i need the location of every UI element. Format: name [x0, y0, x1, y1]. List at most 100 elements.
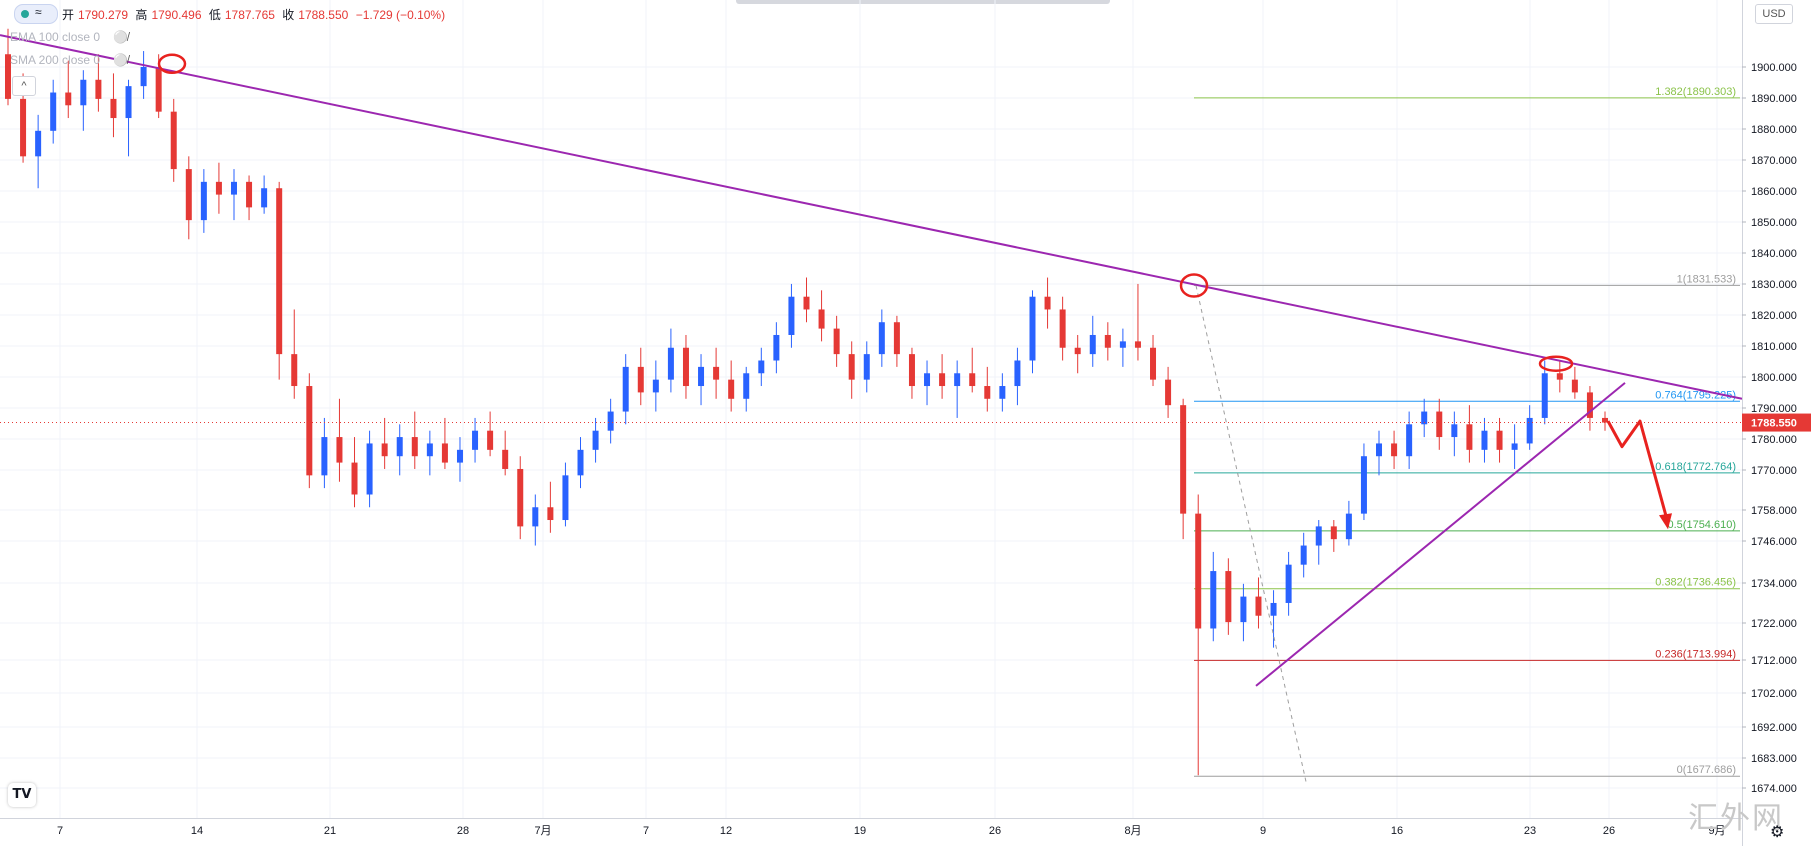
tradingview-logo[interactable]: TV — [8, 783, 36, 807]
price-tick-label: 1850.000 — [1751, 217, 1797, 229]
currency-button[interactable]: USD — [1755, 4, 1793, 24]
candle-body — [140, 67, 147, 87]
fib-level-label: 0.5(1754.610) — [1668, 519, 1737, 531]
candle-body — [1315, 526, 1322, 546]
candle-body — [1391, 443, 1398, 457]
candle-body — [381, 443, 388, 457]
candle-body — [577, 449, 584, 476]
price-tick-label: 1780.000 — [1751, 434, 1797, 446]
price-tick-label: 1712.000 — [1751, 655, 1797, 667]
ascending-trendline — [1255, 382, 1626, 687]
candle-body — [487, 430, 494, 450]
candle-body — [1104, 334, 1111, 348]
gear-icon[interactable]: ⚙ — [1770, 824, 1785, 841]
candle-body — [472, 430, 479, 450]
fib-level-label: 0(1677.686) — [1677, 764, 1736, 776]
low-value: 1787.765 — [224, 8, 275, 22]
last-price-badge — [1742, 413, 1811, 432]
projection-arrow-head — [1659, 513, 1672, 530]
candle-body — [1195, 513, 1202, 629]
open-value: 1790.279 — [78, 8, 129, 22]
time-tick-label: 26 — [1603, 825, 1615, 837]
price-axis: 1900.000 1890.000 1880.000 1870.000 1860.000… — [1742, 0, 1815, 846]
descending-trendline — [0, 34, 1743, 400]
price-tick-label: 1900.000 — [1751, 62, 1797, 74]
candle-body — [1586, 392, 1593, 418]
top-scroll-tab[interactable] — [736, 0, 1110, 4]
time-tick-label: 7 — [643, 825, 649, 837]
high-label: 高 — [135, 8, 148, 22]
legend-sma-200-label: SMA 200 close 0 — [10, 53, 101, 67]
collapse-legend-button[interactable]: ^ — [12, 76, 36, 96]
legend-sma-200[interactable]: SMA 200 close 0 ⚪̸ — [10, 53, 128, 67]
candle-body — [170, 111, 177, 170]
circled-high-marker — [157, 53, 187, 75]
candle-body — [246, 181, 253, 208]
candle-body — [306, 386, 313, 476]
candle-body — [984, 386, 991, 399]
candle-body — [833, 328, 840, 355]
candle-body — [637, 366, 644, 393]
candle-body — [396, 437, 403, 457]
candle-body — [1421, 411, 1428, 425]
legend-ema-100[interactable]: EMA 100 close 0 ⚪̸ — [10, 30, 128, 44]
candle-body — [1406, 424, 1413, 457]
price-tick-label: 1758.000 — [1751, 505, 1797, 517]
candle-body — [1602, 417, 1608, 423]
time-tick-label: 23 — [1524, 825, 1536, 837]
price-tick-label: 1674.000 — [1751, 783, 1797, 795]
candle-body — [351, 462, 358, 495]
price-tick-label: 1770.000 — [1751, 465, 1797, 477]
candle-body — [1029, 296, 1036, 361]
candle-body — [441, 443, 448, 463]
candle-body — [110, 98, 117, 119]
candle-body — [1300, 545, 1307, 565]
symbol-status-pill[interactable]: ≈ — [14, 4, 58, 24]
candle-body — [592, 430, 599, 450]
price-tick-label: 1880.000 — [1751, 124, 1797, 136]
candle-body — [622, 366, 629, 412]
candle-body — [1466, 424, 1473, 450]
time-tick-label: 26 — [989, 825, 1001, 837]
watermark: 汇外网 — [1688, 801, 1784, 836]
time-tick-label: 12 — [720, 825, 732, 837]
candle-body — [1240, 596, 1247, 623]
close-value: 1788.550 — [298, 8, 349, 22]
legend-ema-100-label: EMA 100 close 0 — [10, 30, 101, 44]
time-tick-label: 14 — [191, 825, 203, 837]
candle-body — [125, 86, 132, 119]
candle-series — [5, 28, 1608, 776]
price-tick-label: 1702.000 — [1751, 688, 1797, 700]
fib-level-label: 1.382(1890.303) — [1655, 86, 1736, 98]
candle-body — [50, 92, 57, 131]
candle-body — [80, 79, 87, 106]
candle-body — [652, 379, 659, 393]
time-axis: 7 14 21 28 7月 7 12 19 26 8月 9 16 23 26 9月 — [0, 818, 1742, 846]
price-tick-label: 1790.000 — [1751, 403, 1797, 415]
price-tick-label: 1692.000 — [1751, 722, 1797, 734]
candle-body — [728, 379, 735, 399]
candle-body — [35, 130, 42, 157]
time-tick-label: 7 — [57, 825, 63, 837]
candle-body — [1285, 564, 1292, 603]
fib-anchor-dashed-line — [1195, 285, 1307, 782]
candle-body — [1360, 456, 1367, 514]
candle-body — [1044, 296, 1051, 310]
eye-hidden-icon[interactable]: ⚪̸ — [113, 30, 129, 44]
eye-hidden-icon[interactable]: ⚪̸ — [113, 53, 129, 67]
candle-body — [261, 188, 268, 208]
change-value: −1.729 (−0.10%) — [355, 8, 446, 22]
time-tick-label: 16 — [1391, 825, 1403, 837]
candle-body — [1225, 571, 1232, 623]
candle-body — [1119, 341, 1126, 348]
low-label: 低 — [208, 8, 221, 22]
candle-body — [1270, 602, 1277, 616]
candle-body — [924, 373, 931, 387]
time-tick-label: 8月 — [1124, 825, 1141, 837]
price-tick-label: 1860.000 — [1751, 186, 1797, 198]
time-axis-bg — [0, 818, 1742, 846]
last-price-label: 1788.550 — [1751, 418, 1797, 430]
drawings — [0, 34, 1743, 782]
candle-body — [1571, 379, 1578, 393]
